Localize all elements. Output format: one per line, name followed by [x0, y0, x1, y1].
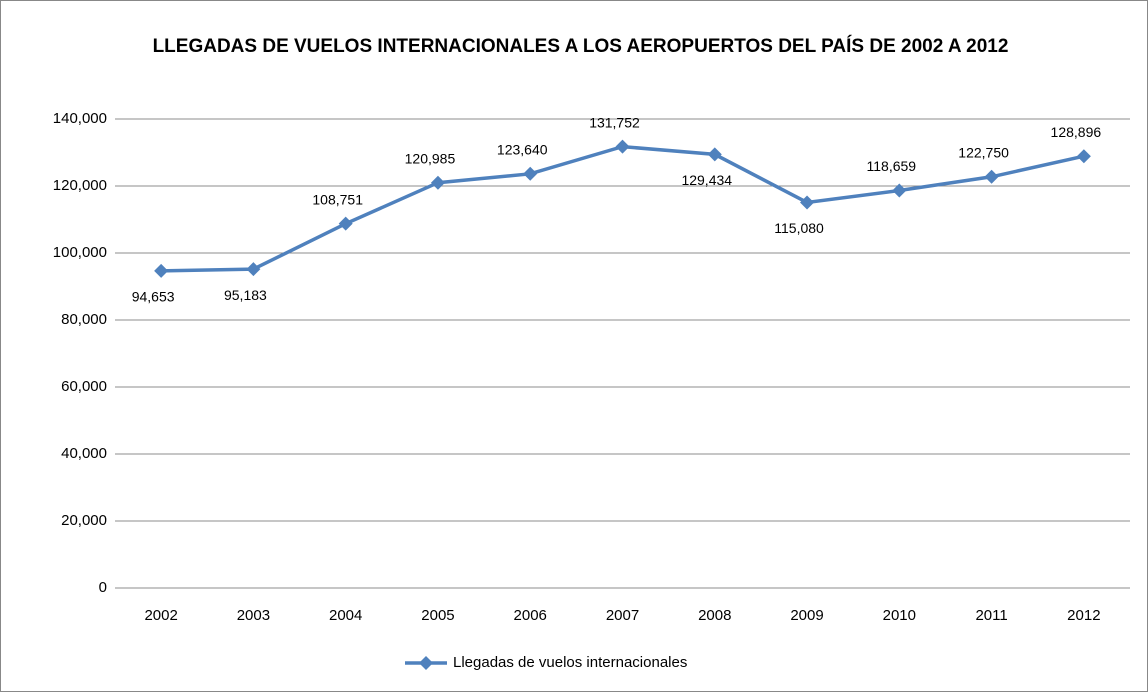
- chart-title: LLEGADAS DE VUELOS INTERNACIONALES A LOS…: [152, 36, 1009, 57]
- x-tick-label: 2008: [698, 607, 731, 624]
- y-tick-label: 120,000: [53, 177, 107, 194]
- data-point: [984, 169, 999, 184]
- data-label: 129,434: [681, 172, 732, 188]
- y-tick-label: 60,000: [61, 378, 107, 395]
- x-tick-label: 2007: [606, 607, 639, 624]
- data-point: [430, 175, 445, 190]
- y-tick-label: 140,000: [53, 110, 107, 127]
- y-tick-label: 0: [99, 579, 107, 596]
- data-point: [154, 263, 169, 278]
- data-point: [246, 262, 261, 277]
- y-tick-label: 20,000: [61, 512, 107, 529]
- data-point: [615, 139, 630, 154]
- x-tick-label: 2005: [421, 607, 454, 624]
- data-label: 123,640: [497, 142, 548, 158]
- data-label: 131,752: [589, 114, 640, 130]
- data-point: [800, 195, 815, 210]
- data-label: 95,183: [224, 287, 267, 303]
- data-label: 128,896: [1051, 124, 1102, 140]
- x-tick-label: 2003: [237, 607, 270, 624]
- legend-marker: [419, 656, 433, 670]
- data-point: [338, 216, 353, 231]
- data-label: 108,751: [312, 191, 363, 207]
- y-tick-label: 80,000: [61, 311, 107, 328]
- x-tick-label: 2004: [329, 607, 362, 624]
- data-point: [707, 147, 722, 162]
- x-tick-label: 2009: [790, 607, 823, 624]
- data-label: 118,659: [867, 158, 917, 174]
- data-label: 115,080: [774, 220, 824, 236]
- data-point: [523, 166, 538, 181]
- x-tick-label: 2011: [975, 607, 1007, 624]
- x-tick-label: 2002: [144, 607, 177, 624]
- data-point: [1076, 149, 1091, 164]
- legend-label: Llegadas de vuelos internacionales: [453, 654, 687, 671]
- data-label: 94,653: [132, 289, 175, 305]
- y-tick-label: 40,000: [61, 445, 107, 462]
- data-label: 120,985: [405, 150, 456, 166]
- data-point: [892, 183, 907, 198]
- x-tick-label: 2006: [514, 607, 547, 624]
- y-tick-label: 100,000: [53, 244, 107, 261]
- data-line: [161, 144, 1085, 273]
- data-label: 122,750: [958, 144, 1009, 160]
- x-tick-label: 2010: [883, 607, 916, 624]
- x-tick-label: 2012: [1067, 607, 1100, 624]
